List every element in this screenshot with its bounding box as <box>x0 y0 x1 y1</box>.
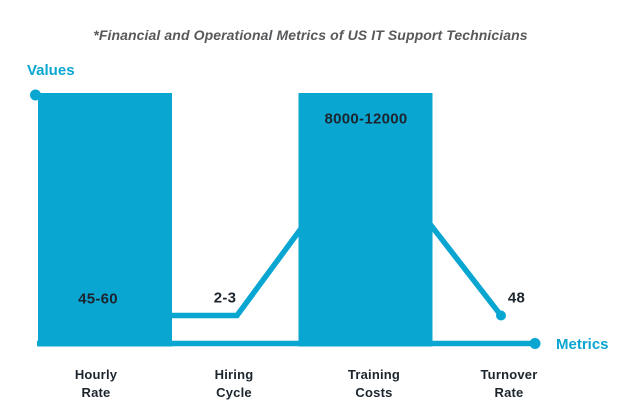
x-tick-training-costs: Training Costs <box>347 367 401 400</box>
x-axis-cap-dot <box>529 338 541 349</box>
chart-title: *Financial and Operational Metrics of US… <box>93 27 528 43</box>
bar-training-costs <box>298 93 433 347</box>
value-label-hiring-cycle: 2-3 <box>213 289 237 307</box>
x-axis-label: Metrics <box>556 336 609 353</box>
x-tick-hiring-cycle: Hiring Cycle <box>214 367 254 400</box>
y-axis-label: Values <box>27 62 75 79</box>
line-marker-turnover-rate <box>496 310 506 321</box>
x-tick-turnover-rate: Turnover Rate <box>480 367 538 400</box>
value-label-hourly-rate: 45-60 <box>78 290 118 307</box>
y-axis-cap-dot <box>30 89 41 101</box>
value-label-turnover-rate: 48 <box>507 289 526 307</box>
x-tick-hourly-rate: Hourly Rate <box>74 367 118 400</box>
bar-hourly-rate <box>38 93 172 347</box>
value-label-training-costs: 8000-12000 <box>324 110 408 127</box>
